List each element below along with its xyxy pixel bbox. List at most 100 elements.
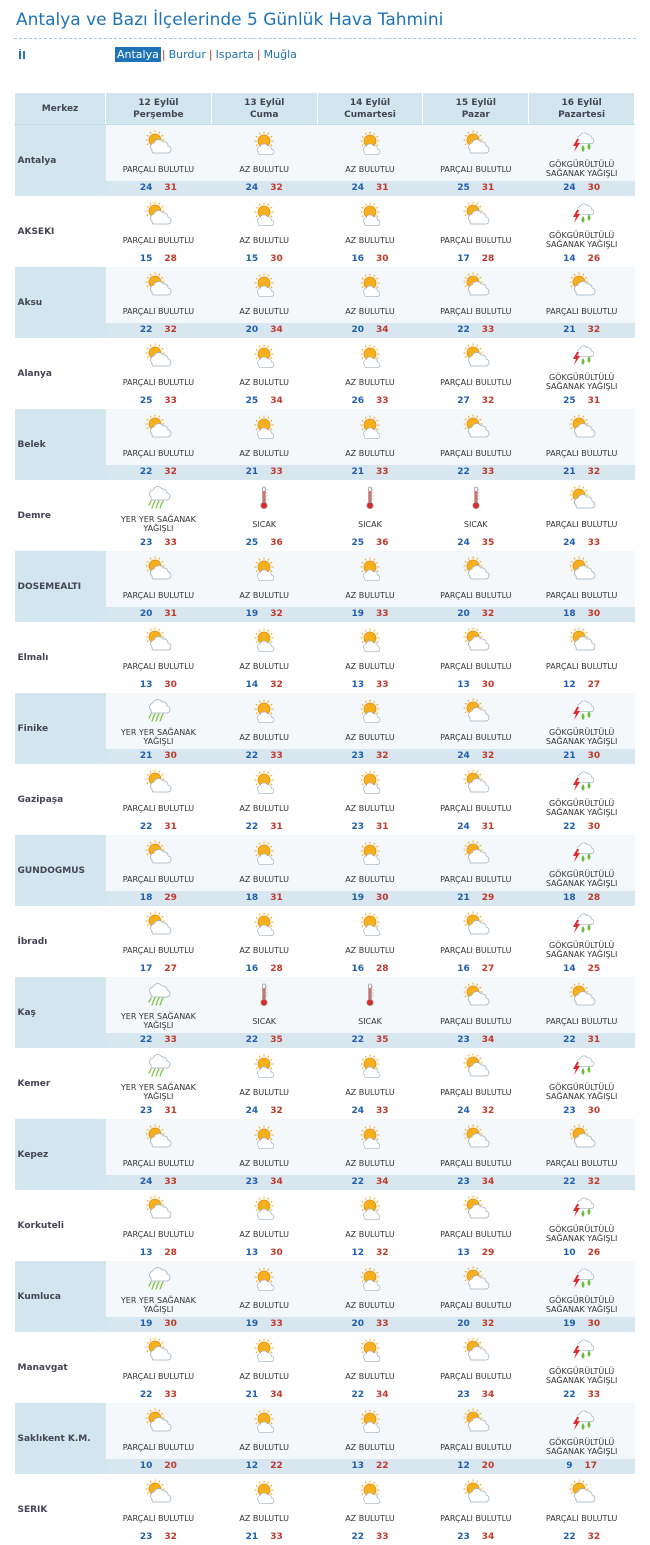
tab-muğla[interactable]: Muğla [262, 47, 299, 62]
thermometer-hot-icon [211, 982, 317, 1008]
min-temp: 27 [457, 396, 470, 406]
condition-label: PARÇALI BULUTLU [106, 300, 212, 322]
mostly-sunny-icon [211, 414, 317, 440]
min-temp: 24 [457, 751, 470, 761]
partly-cloudy-icon [106, 130, 212, 156]
min-temp: 24 [140, 1177, 153, 1187]
condition-label: PARÇALI BULUTLU [423, 371, 529, 393]
min-temp: 22 [351, 1035, 364, 1045]
partly-cloudy-icon [106, 201, 212, 227]
min-temp: 18 [563, 609, 576, 619]
thunderstorm-icon [529, 343, 635, 369]
condition-label: PARÇALI BULUTLU [106, 371, 212, 393]
city-name: Antalya [15, 125, 106, 197]
min-temp: 25 [140, 396, 153, 406]
condition-label: PARÇALI BULUTLU [423, 797, 529, 819]
max-temp: 31 [376, 183, 389, 193]
mostly-sunny-icon [317, 911, 423, 937]
condition-label: PARÇALI BULUTLU [423, 442, 529, 464]
max-temp: 33 [164, 1390, 177, 1400]
tab-antalya[interactable]: Antalya [115, 47, 161, 62]
thunderstorm-icon [529, 1195, 635, 1221]
condition-label: PARÇALI BULUTLU [106, 1223, 212, 1245]
min-temp: 19 [351, 893, 364, 903]
tab-isparta[interactable]: Isparta [214, 47, 256, 62]
max-temp: 34 [376, 1390, 389, 1400]
max-temp: 30 [588, 609, 601, 619]
max-temp: 32 [376, 751, 389, 761]
max-temp: 20 [164, 1461, 177, 1471]
min-temp: 16 [246, 964, 259, 974]
min-temp: 16 [351, 254, 364, 264]
max-temp: 34 [376, 1177, 389, 1187]
partly-cloudy-icon [423, 130, 529, 156]
max-temp: 27 [482, 964, 495, 974]
city-name: Saklıkent K.M. [15, 1403, 106, 1474]
min-temp: 23 [140, 1106, 153, 1116]
mostly-sunny-icon [211, 343, 317, 369]
condition-label: AZ BULUTLU [317, 655, 423, 677]
thermometer-hot-icon [423, 485, 529, 511]
max-temp: 30 [588, 751, 601, 761]
tab-burdur[interactable]: Burdur [167, 47, 208, 62]
condition-label: PARÇALI BULUTLU [423, 1365, 529, 1387]
city-name: İbradı [15, 906, 106, 977]
max-temp: 35 [482, 538, 495, 548]
condition-label: AZ BULUTLU [211, 726, 317, 748]
partly-cloudy-icon [423, 840, 529, 866]
min-temp: 23 [140, 1532, 153, 1542]
condition-label: AZ BULUTLU [317, 1081, 423, 1103]
condition-label: AZ BULUTLU [317, 1294, 423, 1316]
max-temp: 31 [482, 822, 495, 832]
max-temp: 33 [482, 325, 495, 335]
condition-label: PARÇALI BULUTLU [529, 1152, 635, 1174]
mostly-sunny-icon [317, 343, 423, 369]
max-temp: 33 [376, 680, 389, 690]
min-temp: 24 [351, 1106, 364, 1116]
city-name: Korkuteli [15, 1190, 106, 1261]
condition-label: PARÇALI BULUTLU [106, 1507, 212, 1529]
min-temp: 24 [246, 1106, 259, 1116]
min-temp: 10 [140, 1461, 153, 1471]
condition-label: AZ BULUTLU [317, 1507, 423, 1529]
header-date: 13 Eylül [212, 97, 317, 109]
min-temp: 9 [566, 1461, 572, 1471]
min-temp: 16 [457, 964, 470, 974]
partly-cloudy-icon [423, 1337, 529, 1363]
condition-label: PARÇALI BULUTLU [423, 1223, 529, 1245]
min-temp: 23 [457, 1532, 470, 1542]
